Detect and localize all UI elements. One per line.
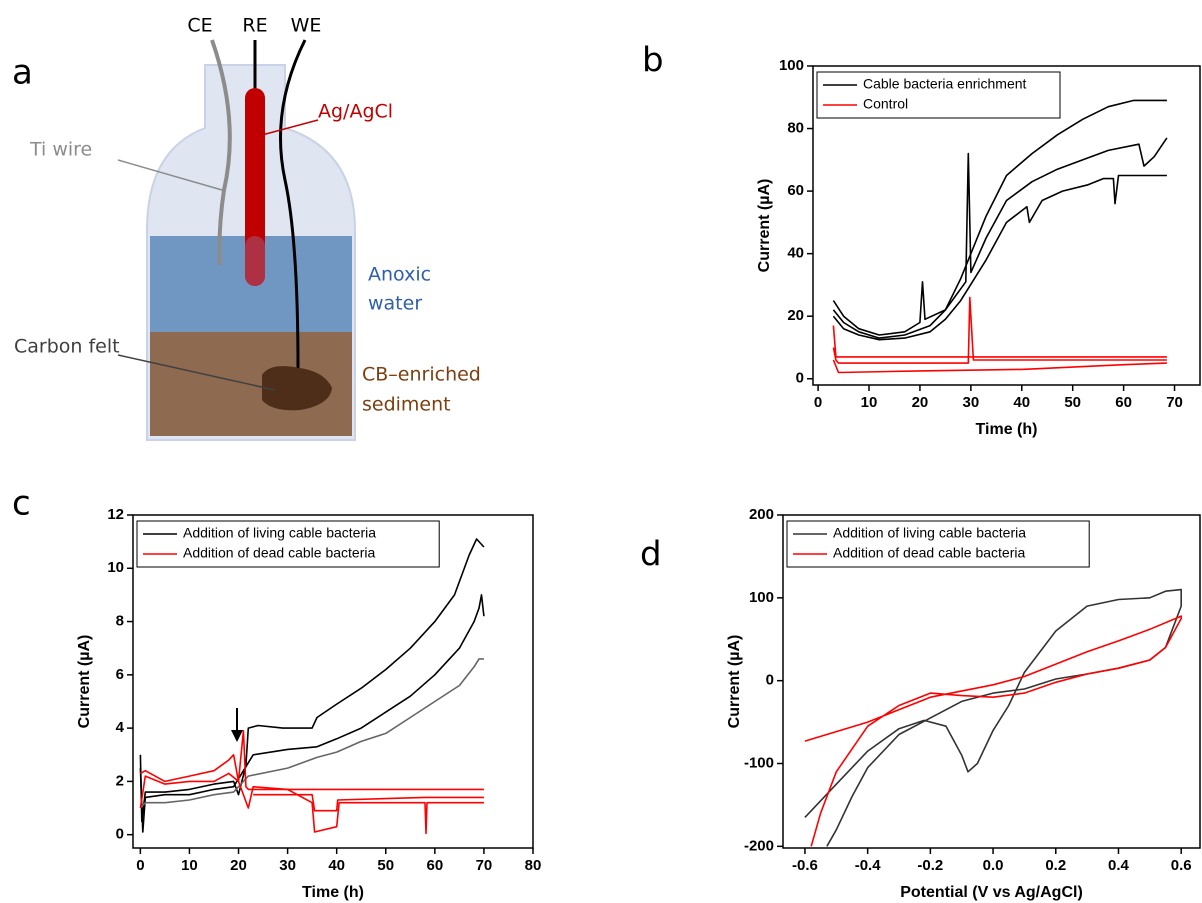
data-line xyxy=(832,296,1167,364)
y-axis-title: Current (µA) xyxy=(756,179,773,273)
sediment-label: CB–enriched xyxy=(362,364,481,386)
y-tick-label: 8 xyxy=(116,613,124,630)
panel-label: c xyxy=(12,484,31,524)
electrode-label: CE xyxy=(187,15,212,37)
x-tick-label: 0 xyxy=(814,394,822,411)
x-tick-label: 0.4 xyxy=(1108,857,1130,874)
felt-label: Carbon felt xyxy=(14,336,120,358)
y-tick-label: 100 xyxy=(779,57,804,74)
electrode-label: RE xyxy=(242,15,267,37)
we-wire xyxy=(279,39,307,369)
x-tick-label: 20 xyxy=(912,394,929,411)
plot-frame xyxy=(132,514,534,849)
x-tick-label: 20 xyxy=(230,857,247,874)
data-line xyxy=(832,137,1168,339)
electrode-label: WE xyxy=(291,15,322,37)
reference-label: Ag/AgCl xyxy=(318,101,393,123)
y-tick-label: 60 xyxy=(787,182,804,199)
panel-label: b xyxy=(642,41,664,81)
x-tick-label: 30 xyxy=(279,857,296,874)
panel-label: a xyxy=(12,53,33,93)
pointer xyxy=(117,159,223,191)
data-line xyxy=(253,793,484,812)
x-tick-label: 50 xyxy=(377,857,394,874)
x-tick-label: 40 xyxy=(1013,394,1030,411)
legend-box xyxy=(786,520,1090,568)
reference-electrode-immersed xyxy=(245,236,265,286)
x-tick-label: 0.6 xyxy=(1171,857,1192,874)
data-line xyxy=(804,615,1182,847)
ti-wire-label: Ti wire xyxy=(29,139,92,161)
legend-label: Cable bacteria enrichment xyxy=(863,76,1027,92)
x-axis-title: Time (h) xyxy=(302,884,364,901)
x-tick-label: 10 xyxy=(181,857,198,874)
data-line xyxy=(832,174,1167,341)
y-tick-label: 0 xyxy=(796,370,804,387)
y-tick-label: 2 xyxy=(116,772,124,789)
pointer xyxy=(117,354,276,391)
y-tick-label: 80 xyxy=(787,120,804,137)
data-line xyxy=(139,538,485,823)
x-tick-label: 0.2 xyxy=(1045,857,1066,874)
panel-label: d xyxy=(640,535,662,575)
legend-label: Addition of dead cable bacteria xyxy=(833,545,1025,561)
y-tick-label: 40 xyxy=(787,245,804,262)
legend-box xyxy=(816,71,1061,119)
x-tick-label: 60 xyxy=(426,857,443,874)
y-tick-label: -200 xyxy=(744,837,774,854)
y-axis-title: Current (µA) xyxy=(726,635,743,729)
y-tick-label: 0 xyxy=(116,826,124,843)
data-line xyxy=(832,359,1167,374)
plot-frame xyxy=(782,514,1201,849)
data-line xyxy=(832,325,1167,358)
sediment-label: sediment xyxy=(362,394,451,416)
y-tick-label: 200 xyxy=(749,506,774,523)
y-tick-label: 4 xyxy=(116,719,125,736)
x-axis-title: Time (h) xyxy=(976,421,1038,438)
y-tick-label: 0 xyxy=(766,672,774,689)
plot-frame xyxy=(812,65,1201,386)
x-tick-label: 80 xyxy=(525,857,542,874)
data-line xyxy=(832,99,1167,336)
y-tick-label: 12 xyxy=(107,506,124,523)
y-tick-label: 10 xyxy=(107,559,124,576)
water-label: Anoxic xyxy=(368,264,431,286)
x-tick-label: 60 xyxy=(1115,394,1132,411)
diagram: a CE RE WE Ti wire Ag/AgCl Anoxic water … xyxy=(12,15,481,441)
x-tick-label: 0.0 xyxy=(983,857,1004,874)
legend-label: Control xyxy=(863,96,908,112)
y-tick-label: 20 xyxy=(787,307,804,324)
data-line xyxy=(804,588,1182,847)
y-tick-label: -100 xyxy=(744,754,774,771)
x-tick-label: -0.6 xyxy=(792,857,818,874)
x-tick-label: 70 xyxy=(1166,394,1183,411)
x-tick-label: 40 xyxy=(328,857,345,874)
legend-box xyxy=(136,520,440,568)
x-tick-label: 30 xyxy=(963,394,980,411)
ti-wire xyxy=(210,39,232,266)
x-tick-label: -0.4 xyxy=(855,857,882,874)
x-tick-label: 10 xyxy=(861,394,878,411)
legend-label: Addition of dead cable bacteria xyxy=(183,545,375,561)
y-tick-label: 6 xyxy=(116,666,124,683)
data-line xyxy=(139,658,484,809)
arrow xyxy=(231,708,243,742)
pointer xyxy=(261,119,319,136)
data-line xyxy=(139,594,485,833)
x-tick-label: 0 xyxy=(136,857,144,874)
x-tick-label: 70 xyxy=(476,857,493,874)
legend-label: Addition of living cable bacteria xyxy=(183,525,376,541)
reference-electrode xyxy=(245,88,265,286)
data-line xyxy=(139,772,484,835)
x-axis-title: Potential (V vs Ag/AgCl) xyxy=(900,884,1083,901)
water-label: water xyxy=(368,293,422,315)
x-tick-label: -0.2 xyxy=(917,857,943,874)
y-tick-label: 100 xyxy=(749,589,774,606)
x-tick-label: 50 xyxy=(1064,394,1081,411)
data-line xyxy=(140,730,484,791)
carbon-felt xyxy=(262,366,332,411)
legend-label: Addition of living cable bacteria xyxy=(833,525,1026,541)
y-axis-title: Current (µA) xyxy=(76,635,93,729)
